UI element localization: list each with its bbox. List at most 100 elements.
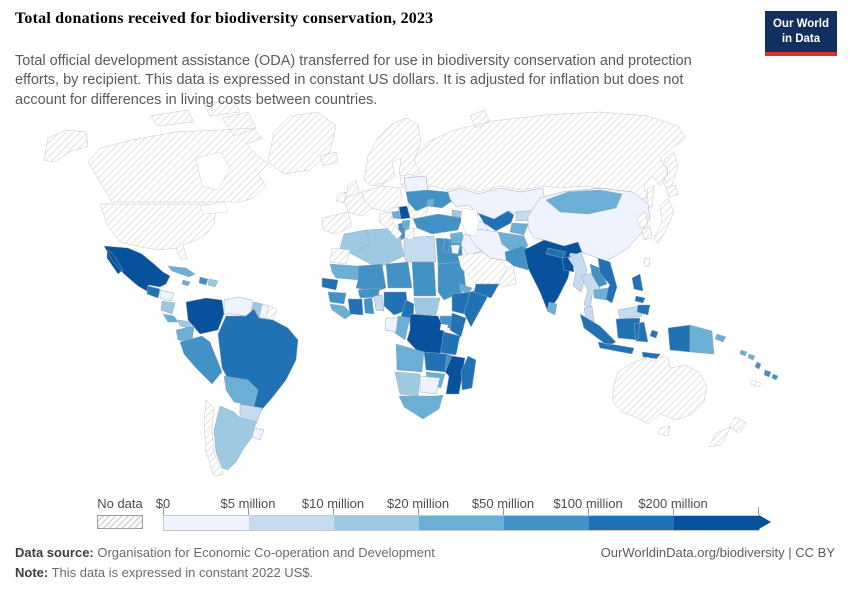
country-zambia[interactable]: Zambia	[423, 351, 448, 373]
country-ghana[interactable]: Ghana	[363, 297, 375, 315]
owid-logo-line2: in Data	[781, 32, 821, 45]
country-turkey[interactable]: Turkey	[412, 213, 463, 235]
legend-no-data-swatch[interactable]	[97, 515, 143, 529]
country-solomon-islands[interactable]: Solomon Islands	[739, 349, 756, 361]
country-scandinavia[interactable]: Norway, Sweden & Finland	[363, 117, 422, 187]
country-madagascar[interactable]: Madagascar	[460, 355, 477, 391]
country-mexico[interactable]: Mexico	[103, 245, 171, 294]
country-tajikistan[interactable]: Tajikistan	[509, 222, 529, 236]
country-indonesia[interactable]: Indonesia	[579, 313, 691, 360]
country-moldova[interactable]: Moldova	[426, 198, 435, 208]
legend-bin-100-200[interactable]	[589, 516, 674, 530]
country-niger[interactable]: Niger	[385, 261, 413, 289]
country-cuba[interactable]: Cuba	[167, 265, 196, 278]
country-philippines[interactable]: Philippines	[631, 273, 651, 316]
country-vietnam[interactable]: Vietnam	[597, 257, 618, 304]
legend-bin-50-100[interactable]	[504, 516, 589, 530]
country-kenya[interactable]: Kenya	[449, 312, 467, 338]
country-angola[interactable]: Angola	[395, 343, 425, 373]
legend-bin-0-5[interactable]	[164, 516, 249, 530]
legend-bin-20-50[interactable]	[419, 516, 504, 530]
country-western-sahara[interactable]: Western Sahara	[329, 247, 351, 265]
legend-tick-label: $20 million	[386, 496, 450, 511]
country-gabon[interactable]: Gabon	[384, 317, 399, 333]
country-malaysia[interactable]: Malaysia	[583, 305, 643, 323]
country-guinea[interactable]: Guinea	[327, 291, 347, 305]
country-cote-divoire[interactable]: Cote d'Ivoire	[347, 298, 364, 316]
country-iberia[interactable]: Spain & Portugal	[321, 211, 353, 235]
owid-logo[interactable]: Our World in Data	[764, 11, 837, 56]
legend-tick-mark	[418, 507, 419, 515]
country-sierra-leone-liberia[interactable]: Sierra Leone & Liberia	[329, 303, 353, 320]
country-myanmar[interactable]: Myanmar	[567, 251, 588, 293]
legend-tick-mark	[673, 507, 674, 515]
country-dominican-republic[interactable]: Dominican Republic	[207, 278, 219, 288]
country-japan[interactable]: Japan	[653, 184, 679, 245]
country-guatemala[interactable]: Guatemala	[146, 285, 161, 299]
country-chad[interactable]: Chad	[411, 261, 437, 297]
country-belarus[interactable]: Belarus	[403, 175, 429, 193]
country-ireland[interactable]: Ireland	[335, 191, 347, 204]
country-lebanon[interactable]: Lebanon	[442, 237, 451, 254]
country-greenland[interactable]: Greenland	[267, 111, 337, 175]
country-jamaica[interactable]: Jamaica	[181, 279, 191, 287]
legend-bin-5-10[interactable]	[249, 516, 334, 530]
country-nigeria[interactable]: Nigeria	[383, 291, 409, 316]
footer-note-label: Note:	[15, 565, 49, 580]
country-australia[interactable]: Australia	[612, 354, 708, 437]
country-uzbekistan[interactable]: Uzbekistan	[477, 210, 515, 232]
country-iceland[interactable]: Iceland	[319, 151, 339, 167]
country-albania-north-macedonia[interactable]: Albania & North Macedonia	[401, 219, 411, 230]
country-alaska[interactable]: United States (Alaska)	[43, 129, 89, 163]
country-brazil[interactable]: Brazil	[217, 308, 299, 425]
legend-tick-mark	[758, 507, 759, 515]
country-haiti[interactable]: Haiti	[198, 276, 209, 286]
country-south-korea[interactable]: South Korea	[641, 225, 653, 241]
country-sri-lanka[interactable]: Sri Lanka	[546, 301, 558, 316]
country-honduras[interactable]: Honduras	[159, 289, 175, 302]
country-peru[interactable]: Peru	[179, 335, 223, 385]
footer-source-text: Organisation for Economic Co-operation a…	[93, 545, 435, 560]
country-new-caledonia[interactable]: New Caledonia	[749, 379, 762, 388]
country-bosnia[interactable]: Bosnia and Herzegovina	[391, 210, 402, 220]
legend-bin-200+[interactable]	[674, 516, 759, 530]
country-nicaragua[interactable]: Nicaragua	[160, 300, 176, 315]
country-jordan[interactable]: Jordan	[450, 244, 461, 255]
country-botswana[interactable]: Botswana	[419, 375, 441, 395]
country-costa-rica[interactable]: Costa Rica	[162, 313, 179, 323]
country-papua-new-guinea[interactable]: Papua New Guinea	[689, 324, 727, 355]
country-vanuatu[interactable]: Vanuatu	[754, 361, 762, 370]
country-serbia[interactable]: Serbia	[398, 205, 411, 220]
footer-note: Note: This data is expressed in constant…	[15, 565, 313, 580]
country-fiji[interactable]: Fiji	[763, 369, 779, 381]
country-bolivia[interactable]: Bolivia	[223, 375, 259, 407]
country-north-korea[interactable]: North Korea	[635, 211, 649, 229]
country-mozambique[interactable]: Mozambique	[444, 355, 466, 395]
country-chile[interactable]: Chile	[203, 399, 225, 477]
country-togo-benin[interactable]: Togo & Benin	[373, 294, 385, 312]
legend-bin-10-20[interactable]	[334, 516, 419, 530]
country-taiwan[interactable]: Taiwan	[643, 257, 651, 268]
country-usa[interactable]: United States	[99, 203, 217, 261]
country-mauritania[interactable]: Mauritania	[329, 263, 361, 281]
country-laos[interactable]: Laos	[589, 263, 608, 288]
footer-citation-link[interactable]: OurWorldinData.org/biodiversity | CC BY	[600, 545, 835, 560]
country-libya[interactable]: Libya	[403, 235, 437, 263]
country-canada[interactable]: Canada	[87, 99, 269, 203]
country-mali[interactable]: Mali	[355, 263, 387, 293]
country-italy[interactable]: Italy	[378, 211, 403, 240]
country-cambodia[interactable]: Cambodia	[593, 287, 609, 301]
country-mongolia[interactable]: Mongolia	[545, 189, 623, 215]
country-argentina[interactable]: Argentina	[213, 405, 258, 471]
country-south-africa[interactable]: South Africa	[398, 394, 444, 420]
country-senegal[interactable]: Senegal	[321, 277, 339, 291]
legend-tick-mark	[503, 507, 504, 515]
country-yemen[interactable]: Yemen	[473, 283, 500, 299]
country-greece[interactable]: Greece	[404, 227, 416, 241]
country-namibia[interactable]: Namibia	[394, 371, 421, 397]
country-central-african-republic[interactable]: Central African Republic	[413, 297, 441, 316]
country-new-zealand[interactable]: New Zealand	[708, 416, 748, 448]
country-colombia[interactable]: Colombia	[185, 297, 225, 335]
